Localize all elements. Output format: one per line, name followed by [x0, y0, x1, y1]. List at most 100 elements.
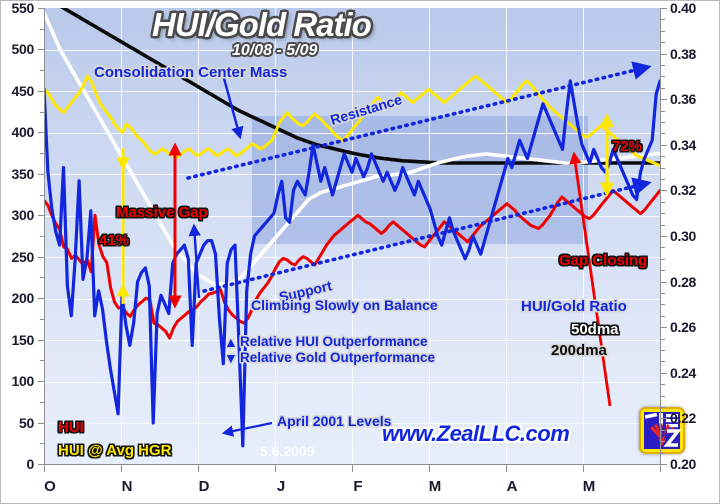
y-axis-right-label: 0.30 — [670, 228, 697, 244]
plot-area: Consolidation Center Mass Resistance Sup… — [44, 8, 660, 464]
y-tick-right-minor — [661, 133, 665, 135]
site-url[interactable]: www.ZealLLC.com — [382, 421, 570, 446]
gridline-horizontal — [44, 91, 660, 92]
y-tick-left-minor — [40, 277, 44, 279]
y-tick-left — [38, 422, 44, 424]
y-tick-left-minor — [40, 443, 44, 445]
x-tick — [429, 465, 430, 472]
y-tick-left — [38, 215, 44, 217]
x-axis — [44, 464, 661, 465]
y-tick-right-minor — [661, 407, 665, 408]
legend-relative-gold-marker: ▼ — [224, 350, 238, 366]
y-axis-right-label: 0.28 — [670, 273, 697, 290]
x-axis-label: F — [353, 478, 363, 495]
y-tick-right — [661, 464, 667, 465]
x-tick — [44, 465, 45, 472]
y-axis-right-label: 0.36 — [670, 91, 697, 108]
legend-relative-hui-label: Relative HUI Outperformance — [240, 334, 428, 349]
gridline-horizontal — [44, 49, 660, 51]
y-tick-right-minor — [661, 224, 665, 226]
x-tick — [352, 465, 353, 472]
y-tick-right-minor — [661, 338, 665, 340]
x-tick — [583, 465, 584, 472]
chart-subtitle: 10/08 - 5/09 — [232, 42, 318, 59]
y-tick-right-minor — [661, 304, 665, 306]
y-tick-right-minor — [661, 19, 665, 21]
series-hui-gold-ratio — [44, 79, 660, 448]
y-tick-left — [38, 90, 44, 92]
legend-relative-hui-marker: ▲ — [224, 334, 238, 350]
y-tick-left-minor — [40, 28, 44, 30]
y-tick-left-minor — [40, 360, 44, 362]
y-axis-left-label: 250 — [11, 248, 35, 265]
annotation-climbing-slowly: Climbing Slowly on Balance — [251, 297, 438, 313]
y-tick-left — [38, 339, 44, 341]
y-axis-left-label: 50 — [19, 414, 34, 431]
y-tick-left-minor — [40, 236, 44, 237]
gridline-horizontal — [44, 381, 660, 383]
y-tick-right-minor — [661, 42, 665, 44]
annotation-april-2001-levels: April 2001 Levels — [277, 413, 392, 429]
gridline-vertical — [352, 8, 353, 464]
y-tick-right-minor — [661, 293, 665, 294]
climbing-arrow — [188, 223, 201, 299]
y-tick-left — [38, 464, 44, 465]
gridline-vertical — [583, 8, 584, 464]
y-tick-left — [38, 298, 44, 300]
y-tick-right-minor — [661, 87, 665, 89]
x-axis-label: M — [428, 478, 442, 495]
annotation-gap-closing: Gap Closing — [559, 252, 648, 269]
y-tick-left — [38, 8, 44, 9]
legend-hui-avg-hgr: HUI @ Avg HGR — [58, 442, 172, 459]
y-axis-right-label: 0.34 — [670, 136, 697, 153]
gridline-horizontal — [44, 298, 660, 300]
y-tick-right — [661, 327, 667, 329]
y-axis-right-label: 0.20 — [670, 456, 697, 472]
y-axis-right — [660, 8, 661, 465]
gridline-horizontal — [44, 132, 660, 134]
y-tick-right-minor — [661, 179, 665, 180]
y-tick-left-minor — [40, 194, 44, 196]
chart-title: HUI/Gold Ratio — [152, 6, 372, 43]
y-axis-left-label: 450 — [11, 82, 35, 99]
y-tick-right-minor — [661, 201, 665, 203]
y-axis-right-label: 0.22 — [670, 410, 697, 427]
annotation-pct-41: 41% — [99, 232, 130, 249]
legend-hui: HUI — [58, 419, 84, 436]
series-hui — [44, 188, 660, 340]
y-tick-left-minor — [40, 70, 44, 72]
x-axis-label: N — [121, 478, 133, 495]
y-axis-left-label: 150 — [11, 331, 35, 348]
gap-closing-arrow — [569, 151, 612, 407]
y-tick-right-minor — [661, 315, 665, 317]
y-axis-right-label: 0.26 — [670, 319, 697, 336]
y-axis-right-label: 0.40 — [670, 0, 697, 16]
y-axis-left-label: 100 — [11, 373, 35, 390]
y-tick-right-minor — [661, 167, 665, 169]
x-axis-label: D — [198, 478, 210, 495]
y-tick-right — [661, 190, 667, 192]
x-axis-label: M — [582, 478, 596, 495]
legend-relative-gold-label: Relative Gold Outperformance — [240, 350, 436, 365]
y-tick-left-minor — [40, 401, 44, 403]
gridline-horizontal — [44, 257, 660, 258]
series-hui-avg-hgr — [44, 74, 660, 167]
y-tick-right-minor — [661, 213, 665, 215]
y-tick-right-minor — [661, 65, 665, 66]
series-50dma — [44, 10, 660, 286]
y-tick-right — [661, 372, 667, 374]
y-tick-left — [38, 49, 44, 51]
annotation-consolidation: Consolidation Center Mass — [94, 64, 288, 81]
gridline-horizontal — [44, 174, 660, 175]
legend-50dma: 50dma — [571, 321, 619, 338]
y-tick-right-minor — [661, 110, 665, 112]
y-axis-left — [44, 8, 45, 465]
gridline-vertical — [506, 8, 507, 464]
y-tick-left-minor — [40, 153, 44, 155]
y-tick-right — [661, 99, 667, 101]
y-tick-right-minor — [661, 350, 665, 351]
y-tick-right — [661, 144, 667, 146]
y-tick-right-minor — [661, 395, 665, 397]
x-tick — [198, 465, 199, 472]
y-tick-left — [38, 381, 44, 383]
